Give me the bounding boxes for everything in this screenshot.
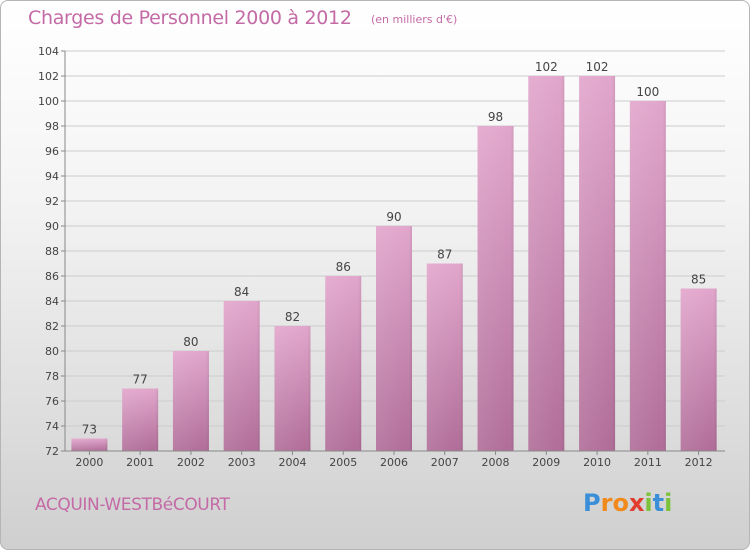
bar-shading <box>477 126 514 451</box>
bar-shading <box>629 101 666 451</box>
x-tick-label: 2008 <box>482 456 510 469</box>
x-tick-label: 2006 <box>380 456 408 469</box>
bar-shading <box>426 263 463 451</box>
data-label: 82 <box>285 310 300 324</box>
bar-shading <box>376 226 412 451</box>
axis-layer: 72 74 76 78 80 82 84 86 88 90 92 94 96 98 100 102 104 200… <box>38 45 725 469</box>
data-label: 85 <box>691 273 706 287</box>
y-tick-label: 82 <box>45 320 59 333</box>
y-tick-label: 100 <box>38 95 59 108</box>
y-tick-label: 94 <box>45 170 59 183</box>
y-tick-label: 78 <box>45 370 59 383</box>
logo-letter: i <box>644 489 653 517</box>
x-tick-label: 2003 <box>228 456 256 469</box>
chart-title: Charges de Personnel 2000 à 2012 <box>28 7 352 29</box>
data-label: 102 <box>586 60 609 74</box>
data-label: 90 <box>386 210 401 224</box>
y-tick-label: 104 <box>38 45 59 58</box>
data-label: 80 <box>183 335 198 349</box>
data-label: 86 <box>336 260 351 274</box>
logo-letter: t <box>652 489 665 517</box>
data-label: 102 <box>535 60 558 74</box>
logo-letter: P <box>583 489 601 517</box>
y-tick-label: 92 <box>45 195 59 208</box>
chart-subtitle: (en milliers d'€) <box>371 13 458 26</box>
bar-shading <box>71 438 108 451</box>
bar-shading <box>274 326 311 451</box>
bar-shading <box>223 301 260 451</box>
bar-shading <box>528 76 565 451</box>
data-label: 77 <box>133 373 148 387</box>
y-tick-label: 72 <box>45 445 59 458</box>
logo-letter: i <box>664 489 673 517</box>
y-tick-label: 86 <box>45 270 59 283</box>
data-label: 73 <box>82 423 97 437</box>
x-tick-label: 2007 <box>431 456 459 469</box>
bar-shading <box>172 351 209 451</box>
y-tick-label: 84 <box>45 295 59 308</box>
y-tick-label: 80 <box>45 345 59 358</box>
y-tick-label: 102 <box>38 70 59 83</box>
x-tick-label: 2002 <box>177 456 205 469</box>
data-label: 84 <box>234 285 249 299</box>
y-tick-label: 96 <box>45 145 59 158</box>
x-tick-label: 2005 <box>329 456 357 469</box>
bars-layer <box>71 76 717 451</box>
logo-letter: o <box>612 489 629 517</box>
x-tick-label: 2012 <box>685 456 713 469</box>
y-tick-label: 76 <box>45 395 59 408</box>
bar-shading <box>325 276 362 451</box>
commune-name: ACQUIN-WESTBéCOURT <box>35 495 230 515</box>
bar-shading <box>579 76 616 451</box>
logo-letter: r <box>600 489 613 517</box>
y-tick-label: 90 <box>45 220 59 233</box>
bar-shading <box>680 288 717 451</box>
y-tick-label: 98 <box>45 120 59 133</box>
x-tick-label: 2010 <box>583 456 611 469</box>
bar-shading <box>122 388 159 451</box>
y-tick-label: 74 <box>45 420 59 433</box>
labels-layer: 73 77 80 84 82 86 90 87 98 102 102 100 85 <box>82 60 707 437</box>
x-tick-label: 2000 <box>75 456 103 469</box>
y-tick-label: 88 <box>45 245 59 258</box>
logo-letter: x <box>628 489 645 517</box>
data-label: 87 <box>437 248 452 262</box>
data-label: 98 <box>488 110 503 124</box>
data-label: 100 <box>636 85 659 99</box>
x-tick-label: 2009 <box>532 456 560 469</box>
x-tick-label: 2004 <box>278 456 306 469</box>
x-tick-label: 2011 <box>634 456 662 469</box>
x-tick-label: 2001 <box>126 456 154 469</box>
proxiti-logo: Proxiti <box>583 489 672 517</box>
